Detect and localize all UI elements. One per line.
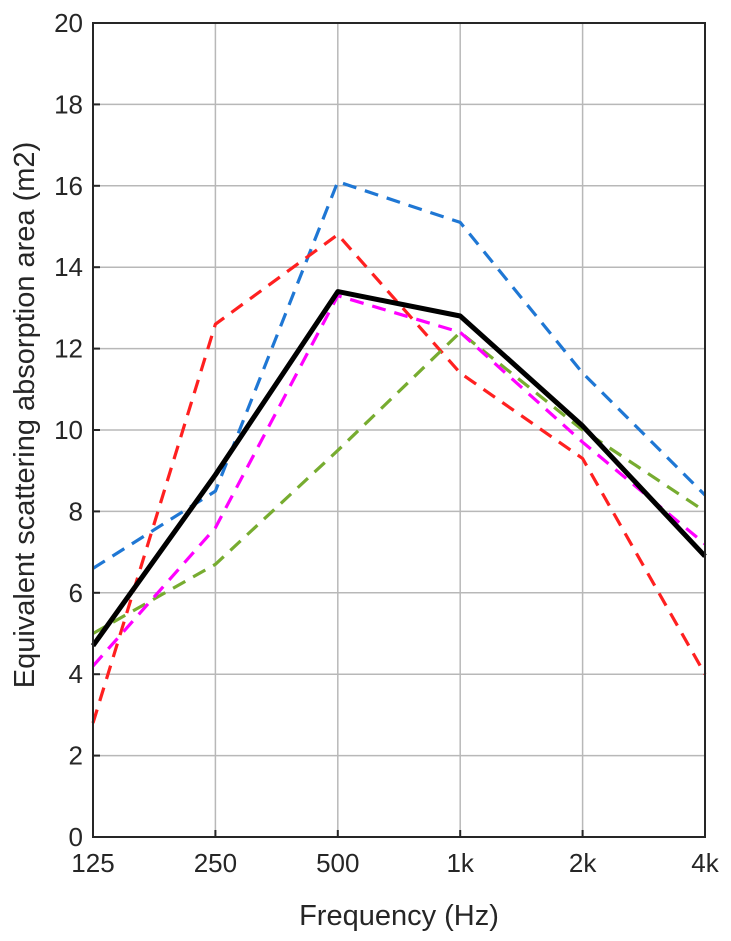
x-tick-labels: 125 250 500 1k 2k 4k bbox=[71, 830, 720, 878]
y-tick-label: 6 bbox=[69, 578, 83, 608]
y-tick-label: 2 bbox=[69, 741, 83, 771]
x-axis-title: Frequency (Hz) bbox=[299, 900, 499, 932]
y-tick-label: 10 bbox=[54, 415, 83, 445]
x-tick-label: 4k bbox=[691, 848, 719, 878]
series-line-2 bbox=[91, 233, 707, 724]
x-tick-label: 1k bbox=[446, 848, 474, 878]
series-line-4 bbox=[91, 294, 707, 668]
y-tick-label: 12 bbox=[54, 334, 83, 364]
series-line-3 bbox=[92, 330, 706, 635]
x-tick-label: 250 bbox=[194, 848, 237, 878]
x-tick-label: 2k bbox=[569, 848, 597, 878]
series-lines bbox=[90, 180, 707, 724]
grid-lines bbox=[93, 23, 705, 837]
y-tick-labels: 0 2 4 6 8 10 12 14 16 18 20 bbox=[54, 8, 100, 852]
y-tick-label: 20 bbox=[54, 8, 83, 38]
x-tick-label: 500 bbox=[316, 848, 359, 878]
y-tick-label: 16 bbox=[54, 171, 83, 201]
y-tick-label: 4 bbox=[69, 659, 83, 689]
x-tick-label: 125 bbox=[71, 848, 114, 878]
y-axis-title: Equivalent scattering absorption area (m… bbox=[9, 142, 41, 688]
series-line-5 bbox=[90, 289, 707, 648]
y-tick-label: 18 bbox=[54, 89, 83, 119]
series-line-1 bbox=[92, 180, 707, 570]
y-tick-label: 14 bbox=[54, 252, 83, 282]
y-tick-label: 8 bbox=[69, 496, 83, 526]
y-tick-label: 0 bbox=[69, 822, 83, 852]
